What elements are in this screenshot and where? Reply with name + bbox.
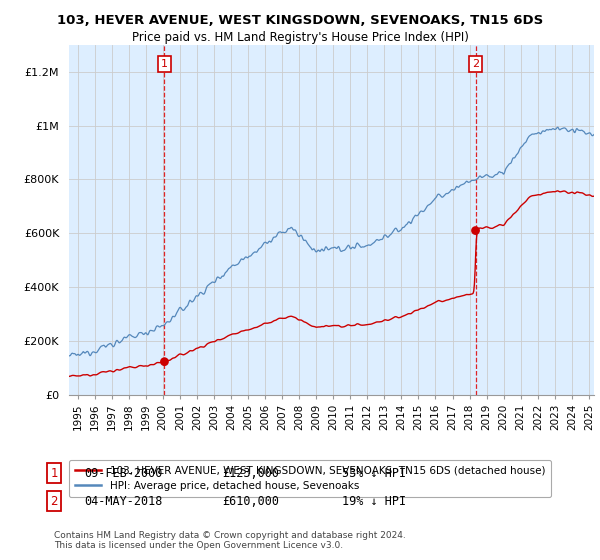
Text: £123,000: £123,000 — [222, 466, 279, 480]
Text: Price paid vs. HM Land Registry's House Price Index (HPI): Price paid vs. HM Land Registry's House … — [131, 31, 469, 44]
Text: 53% ↓ HPI: 53% ↓ HPI — [342, 466, 406, 480]
Text: Contains HM Land Registry data © Crown copyright and database right 2024.
This d: Contains HM Land Registry data © Crown c… — [54, 531, 406, 550]
Text: 1: 1 — [161, 59, 168, 69]
Text: 103, HEVER AVENUE, WEST KINGSDOWN, SEVENOAKS, TN15 6DS: 103, HEVER AVENUE, WEST KINGSDOWN, SEVEN… — [57, 14, 543, 27]
Text: 19% ↓ HPI: 19% ↓ HPI — [342, 494, 406, 508]
Text: 04-MAY-2018: 04-MAY-2018 — [84, 494, 163, 508]
Text: 2: 2 — [472, 59, 479, 69]
Text: 1: 1 — [50, 466, 58, 480]
Text: 2: 2 — [50, 494, 58, 508]
Text: 09-FEB-2000: 09-FEB-2000 — [84, 466, 163, 480]
Legend: 103, HEVER AVENUE, WEST KINGSDOWN, SEVENOAKS, TN15 6DS (detached house), HPI: Av: 103, HEVER AVENUE, WEST KINGSDOWN, SEVEN… — [69, 460, 551, 497]
Point — [160, 357, 169, 366]
Point — [471, 226, 481, 235]
Text: £610,000: £610,000 — [222, 494, 279, 508]
